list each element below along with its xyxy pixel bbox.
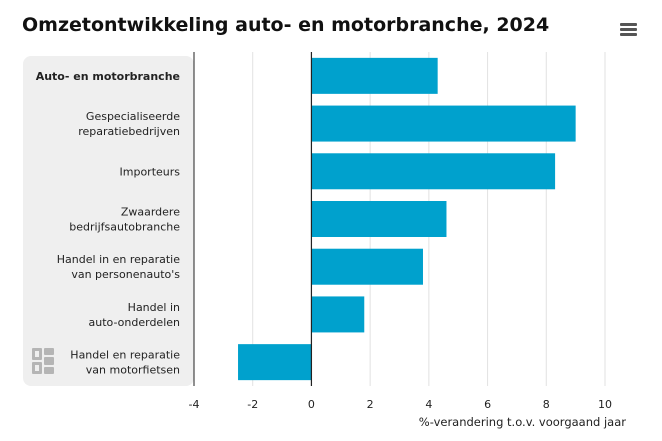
bar[interactable] — [311, 248, 423, 285]
x-tick-label: 0 — [308, 398, 315, 411]
category-label: auto-onderdelen — [89, 316, 180, 329]
category-label: Importeurs — [120, 165, 181, 178]
chart-title: Omzetontwikkeling auto- en motorbranche,… — [22, 14, 550, 36]
x-tick-label: -4 — [189, 398, 200, 411]
bar[interactable] — [311, 153, 556, 190]
category-labels: Auto- en motorbranche Gespecialiseerde rep… — [36, 70, 181, 377]
x-tick-labels: -4 -2 0 2 4 6 8 10 — [189, 398, 612, 411]
bar[interactable] — [311, 296, 365, 333]
axes — [193, 52, 313, 386]
category-label: Handel in en reparatie — [57, 253, 180, 266]
category-label: Handel in — [128, 301, 180, 314]
bar[interactable] — [311, 105, 576, 142]
category-label: Gespecialiseerde — [86, 110, 180, 123]
hamburger-menu-icon[interactable] — [620, 22, 638, 38]
category-label: Auto- en motorbranche — [36, 70, 180, 83]
category-label: reparatiebedrijven — [78, 125, 180, 138]
bar[interactable] — [311, 57, 438, 94]
cbs-logo-icon — [32, 348, 54, 374]
category-label: van personenauto's — [71, 268, 180, 281]
category-label: Handel en reparatie — [70, 349, 180, 362]
bar[interactable] — [238, 344, 312, 381]
x-tick-label: 4 — [425, 398, 432, 411]
category-label: van motorfietsen — [86, 364, 180, 377]
bars — [238, 57, 576, 381]
x-axis-label: %-verandering t.o.v. voorgaand jaar — [419, 415, 626, 429]
x-tick-label: 2 — [367, 398, 374, 411]
x-tick-label: 6 — [484, 398, 491, 411]
category-label: bedrijfsautobranche — [69, 221, 180, 234]
x-tick-label: -2 — [247, 398, 258, 411]
x-tick-label: 10 — [598, 398, 612, 411]
x-tick-label: 8 — [543, 398, 550, 411]
category-label-panel — [23, 56, 194, 386]
bar[interactable] — [311, 201, 447, 237]
category-label: Zwaardere — [121, 206, 180, 219]
